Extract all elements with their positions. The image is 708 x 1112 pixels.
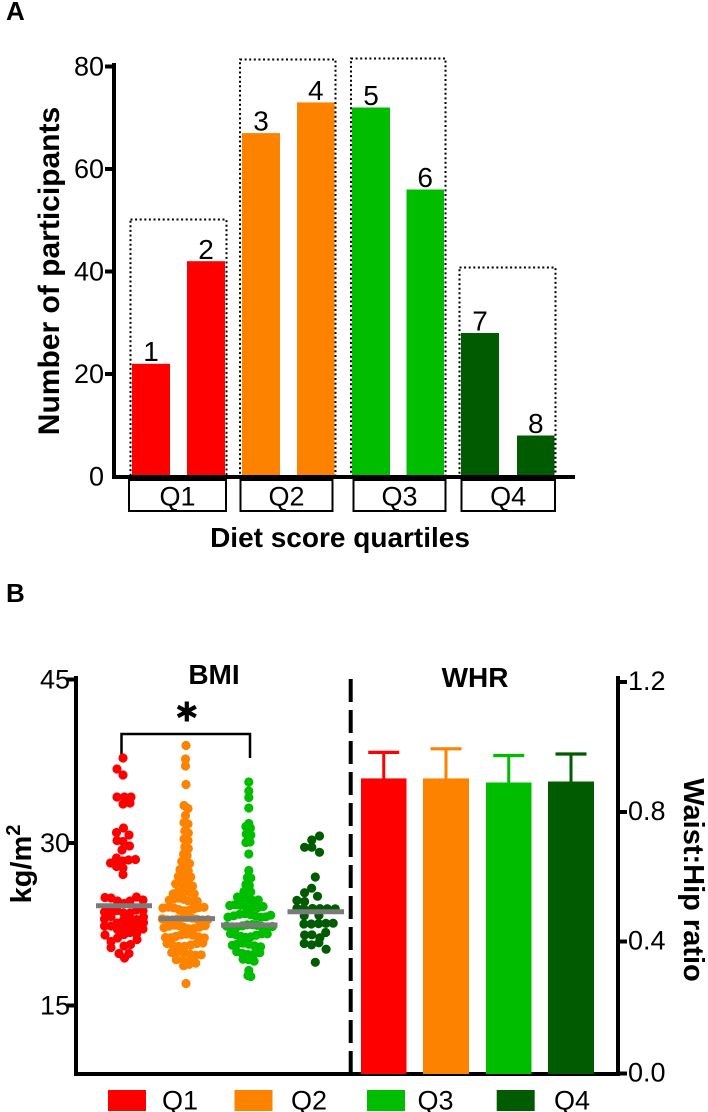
svg-text:kg/m2: kg/m2	[3, 825, 38, 904]
svg-text:40: 40	[74, 257, 104, 287]
svg-text:A: A	[6, 0, 25, 26]
svg-text:15: 15	[40, 991, 70, 1021]
svg-text:0.8: 0.8	[628, 796, 666, 826]
svg-text:BMI: BMI	[188, 659, 239, 690]
svg-text:60: 60	[74, 154, 104, 184]
svg-text:3: 3	[253, 106, 269, 137]
svg-text:Q4: Q4	[490, 482, 526, 512]
svg-text:45: 45	[40, 665, 70, 695]
svg-text:4: 4	[308, 75, 324, 106]
svg-text:6: 6	[417, 162, 433, 193]
svg-text:1: 1	[143, 336, 159, 367]
svg-text:80: 80	[74, 52, 104, 82]
svg-text:Q1: Q1	[159, 482, 195, 512]
svg-text:Q3: Q3	[418, 1086, 454, 1112]
svg-text:Q3: Q3	[381, 482, 417, 512]
svg-text:2: 2	[198, 234, 214, 265]
svg-text:7: 7	[472, 306, 488, 337]
svg-text:Diet score quartiles: Diet score quartiles	[210, 522, 470, 553]
svg-text:1.2: 1.2	[628, 666, 666, 696]
svg-text:0.4: 0.4	[628, 926, 666, 956]
svg-text:0.0: 0.0	[628, 1058, 666, 1088]
svg-text:Q4: Q4	[554, 1086, 590, 1112]
svg-text:Q2: Q2	[291, 1086, 327, 1112]
svg-text:5: 5	[363, 80, 379, 111]
svg-text:8: 8	[528, 408, 544, 439]
svg-text:Number of participants: Number of participants	[33, 107, 66, 435]
svg-text:Waist:Hip ratio: Waist:Hip ratio	[677, 778, 708, 982]
svg-text:30: 30	[40, 828, 70, 858]
svg-text:Q2: Q2	[268, 482, 304, 512]
svg-text:0: 0	[89, 462, 104, 492]
svg-text:B: B	[6, 578, 25, 608]
svg-text:20: 20	[74, 359, 104, 389]
svg-text:WHR: WHR	[442, 662, 509, 693]
svg-text:Q1: Q1	[162, 1086, 198, 1112]
